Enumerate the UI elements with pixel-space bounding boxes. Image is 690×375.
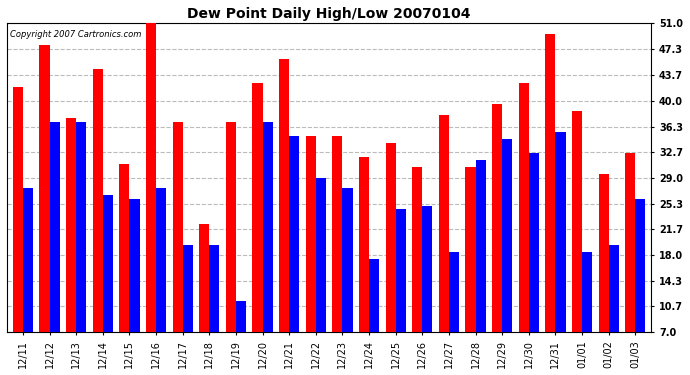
Bar xyxy=(66,118,76,375)
Bar xyxy=(545,34,555,375)
Bar xyxy=(76,122,86,375)
Bar xyxy=(529,153,539,375)
Bar xyxy=(449,252,459,375)
Bar xyxy=(306,136,316,375)
Bar xyxy=(146,16,156,375)
Bar xyxy=(13,87,23,375)
Title: Dew Point Daily High/Low 20070104: Dew Point Daily High/Low 20070104 xyxy=(188,7,471,21)
Bar xyxy=(635,199,645,375)
Bar xyxy=(253,83,263,375)
Bar xyxy=(172,122,183,375)
Bar xyxy=(422,206,433,375)
Bar xyxy=(502,139,512,375)
Bar xyxy=(156,188,166,375)
Bar xyxy=(395,210,406,375)
Bar xyxy=(119,164,130,375)
Bar xyxy=(609,244,619,375)
Bar xyxy=(316,178,326,375)
Bar xyxy=(342,188,353,375)
Bar xyxy=(359,157,369,375)
Bar xyxy=(199,224,209,375)
Bar xyxy=(279,58,289,375)
Text: Copyright 2007 Cartronics.com: Copyright 2007 Cartronics.com xyxy=(10,30,141,39)
Bar xyxy=(333,136,342,375)
Bar xyxy=(263,122,273,375)
Bar xyxy=(598,174,609,375)
Bar xyxy=(582,252,592,375)
Bar xyxy=(572,111,582,375)
Bar xyxy=(209,244,219,375)
Bar xyxy=(439,115,449,375)
Bar xyxy=(289,136,299,375)
Bar xyxy=(23,188,33,375)
Bar xyxy=(226,122,236,375)
Bar xyxy=(183,244,193,375)
Bar xyxy=(130,199,139,375)
Bar xyxy=(555,132,566,375)
Bar xyxy=(236,301,246,375)
Bar xyxy=(412,167,422,375)
Bar xyxy=(519,83,529,375)
Bar xyxy=(50,122,59,375)
Bar xyxy=(492,104,502,375)
Bar xyxy=(92,69,103,375)
Bar xyxy=(103,195,113,375)
Bar xyxy=(625,153,635,375)
Bar xyxy=(475,160,486,375)
Bar xyxy=(369,259,380,375)
Bar xyxy=(39,45,50,375)
Bar xyxy=(386,143,395,375)
Bar xyxy=(466,167,475,375)
